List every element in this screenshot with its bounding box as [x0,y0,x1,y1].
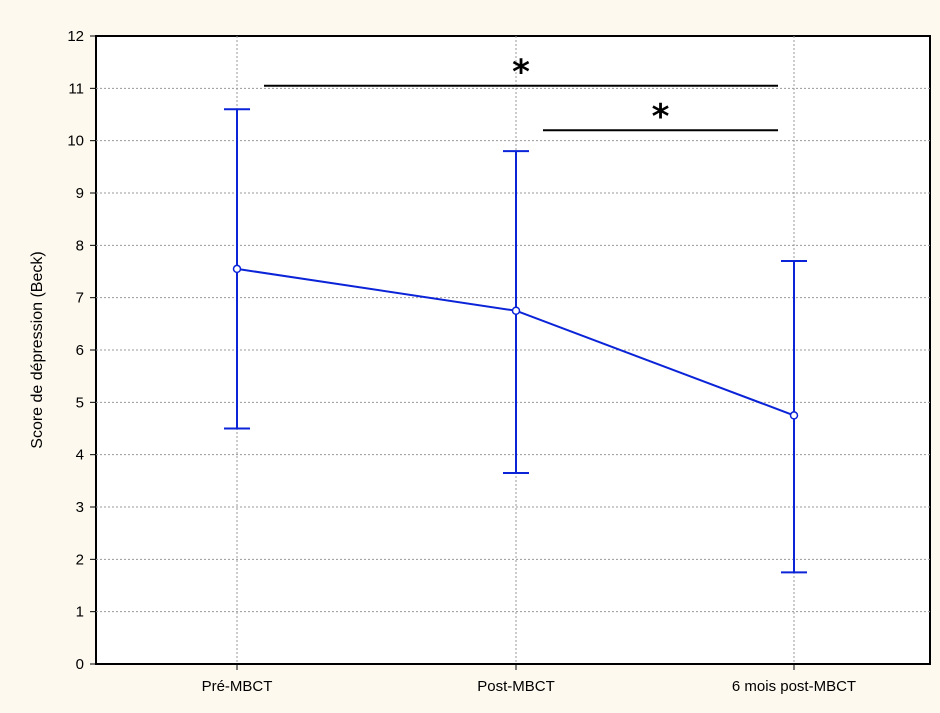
y-tick-label: 10 [67,133,84,150]
significance-star: * [512,53,530,93]
x-tick-label: Post-MBCT [477,678,555,695]
x-axis: Pré-MBCT Post-MBCT 6 mois post-MBCT [202,664,856,695]
y-tick-label: 5 [76,394,84,411]
y-tick-label: 7 [76,290,84,307]
data-points [232,264,799,420]
significance-annotations: ** [264,53,778,137]
y-tick-label: 1 [76,604,84,621]
x-tick-label: 6 mois post-MBCT [732,678,856,695]
y-tick-label: 0 [76,656,84,673]
y-tick-label: 4 [76,447,84,464]
y-tick-label: 8 [76,237,84,254]
data-point [232,264,242,274]
data-point [789,411,799,420]
data-point [511,306,521,315]
y-axis-title: Score de dépression (Beck) [29,251,46,448]
y-tick-label: 6 [76,342,84,359]
y-tick-label: 9 [76,185,84,202]
y-tick-label: 11 [68,80,84,97]
y-tick-label: 2 [76,551,84,568]
x-tick-label: Pré-MBCT [202,678,273,695]
y-tick-label: 12 [67,28,84,45]
y-tick-label: 3 [76,499,84,516]
significance-star: * [652,97,670,137]
